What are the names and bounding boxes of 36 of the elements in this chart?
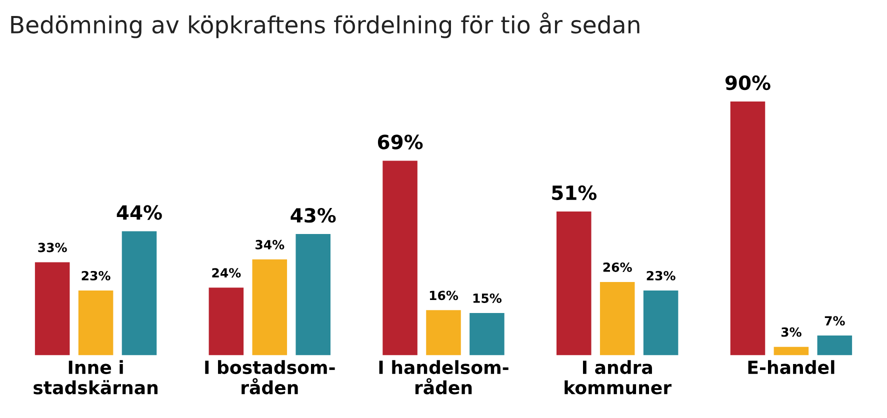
bar — [643, 290, 678, 356]
bar — [78, 290, 114, 356]
bar — [470, 313, 504, 356]
x-tick-label: I andra kommuner — [564, 360, 672, 394]
data-label: 23% — [646, 270, 676, 280]
bar — [730, 102, 766, 356]
chart-title: Bedömning av köpkraftens fördelning för tio år sedan — [11, 12, 640, 38]
data-label: 24% — [212, 268, 241, 278]
bar — [252, 259, 288, 356]
bar — [296, 234, 330, 356]
data-label: 26% — [603, 262, 632, 272]
bar — [34, 262, 70, 356]
data-label: 23% — [82, 270, 110, 280]
bar — [556, 211, 592, 356]
bar — [774, 346, 809, 356]
data-label: 44% — [116, 205, 162, 220]
bar — [426, 310, 461, 356]
x-tick-label: Inne i stadskärnan — [34, 360, 158, 394]
bar — [122, 231, 157, 356]
data-label: 7% — [824, 316, 845, 326]
data-label: 3% — [781, 327, 802, 337]
data-label: 34% — [256, 240, 284, 250]
data-label: 43% — [290, 208, 336, 223]
x-tick-label: I handelsom- råden — [379, 360, 508, 394]
x-tick-label: I bostadsom- råden — [205, 360, 335, 394]
data-label: 15% — [473, 294, 502, 303]
data-label: 16% — [430, 290, 458, 300]
data-label: 90% — [725, 75, 770, 90]
data-label: 33% — [38, 242, 67, 252]
bar — [208, 288, 244, 356]
x-tick-label: E-handel — [748, 360, 834, 374]
data-label: 69% — [378, 134, 423, 150]
bar — [817, 336, 852, 356]
bar — [382, 160, 418, 356]
bar — [600, 282, 635, 356]
data-label: 51% — [552, 185, 597, 200]
